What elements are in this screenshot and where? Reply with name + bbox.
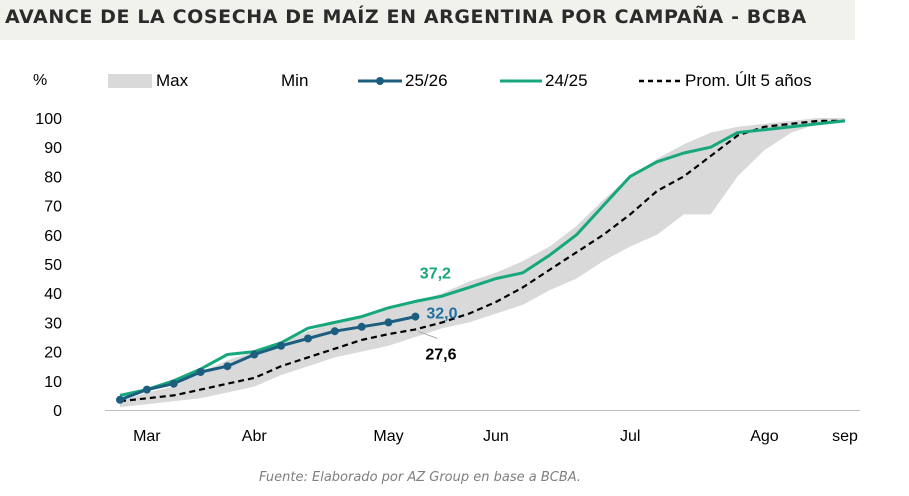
legend-item-max: Max [108, 71, 188, 91]
x-tick-label: sep [832, 428, 858, 445]
legend-swatch-2425 [500, 79, 542, 83]
series-point-2526 [142, 385, 151, 394]
legend-item-avg: Prom. Últ 5 años [638, 71, 812, 91]
legend-item-2526: 25/26 [357, 71, 448, 91]
series-line-avg [119, 119, 845, 403]
series-point-2526 [384, 318, 393, 327]
chart-title: AVANCE DE LA COSECHA DE MAÍZ EN ARGENTIN… [5, 6, 807, 28]
y-tick-label: 70 [44, 199, 62, 216]
y-tick-label: 0 [53, 403, 62, 420]
legend: Max Min 25/26 24/25 Prom. Últ 5 años [0, 66, 909, 96]
legend-item-2425: 24/25 [499, 71, 588, 91]
series-point-2526 [250, 350, 259, 359]
series-point-2526 [330, 327, 339, 336]
y-tick-label: 20 [44, 345, 62, 362]
series-line-2425 [119, 119, 846, 397]
data-label-avg: 27,6 [425, 346, 456, 363]
band-area [120, 118, 845, 408]
y-tick-label: 90 [44, 140, 62, 157]
legend-label-2425: 24/25 [545, 71, 588, 90]
series-point-2526 [116, 395, 124, 404]
series-point-2526 [223, 362, 232, 371]
y-tick-label: 50 [44, 257, 62, 274]
chart-plot: 0 10 20 30 40 50 60 70 80 90 100 Mar Abr May Jun Jul Ago… [35, 111, 860, 445]
x-tick-label: Abr [242, 428, 268, 445]
series-point-2526 [169, 379, 178, 388]
series-point-2526 [196, 368, 205, 376]
legend-swatch-2526 [358, 77, 402, 85]
data-label-2526: 32,0 [426, 306, 457, 323]
legend-label-2526: 25/26 [405, 71, 448, 90]
x-tick-label: Ago [750, 428, 779, 445]
series-line-2526 [119, 315, 416, 402]
title-band [0, 0, 855, 40]
x-tick-label: Jul [620, 428, 640, 445]
data-label-leader-avg [418, 330, 438, 339]
legend-label-max: Max [156, 71, 189, 90]
y-tick-label: 60 [44, 228, 62, 245]
y-axis-unit: % [33, 72, 48, 89]
legend-swatch-max [108, 74, 152, 88]
source-note: Fuente: Elaborado por AZ Group en base a… [258, 470, 582, 485]
series-point-2526 [411, 312, 420, 321]
series-point-2526 [304, 334, 312, 343]
legend-label-min: Min [281, 71, 309, 90]
y-tick-label: 30 [44, 315, 62, 332]
y-tick-label: 100 [35, 111, 62, 128]
legend-label-avg: Prom. Últ 5 años [685, 71, 812, 90]
x-tick-label: Mar [133, 428, 161, 445]
series-point-2526 [277, 341, 286, 350]
legend-swatch-avg [639, 79, 681, 83]
x-tick-label: Jun [483, 428, 509, 445]
series-point-2526 [357, 322, 366, 331]
y-tick-label: 40 [44, 286, 62, 303]
y-tick-label: 80 [44, 169, 62, 186]
x-tick-label: May [373, 428, 403, 445]
data-label-2425: 37,2 [420, 265, 451, 282]
y-tick-label: 10 [44, 374, 62, 391]
legend-item-min: Min [281, 71, 308, 91]
